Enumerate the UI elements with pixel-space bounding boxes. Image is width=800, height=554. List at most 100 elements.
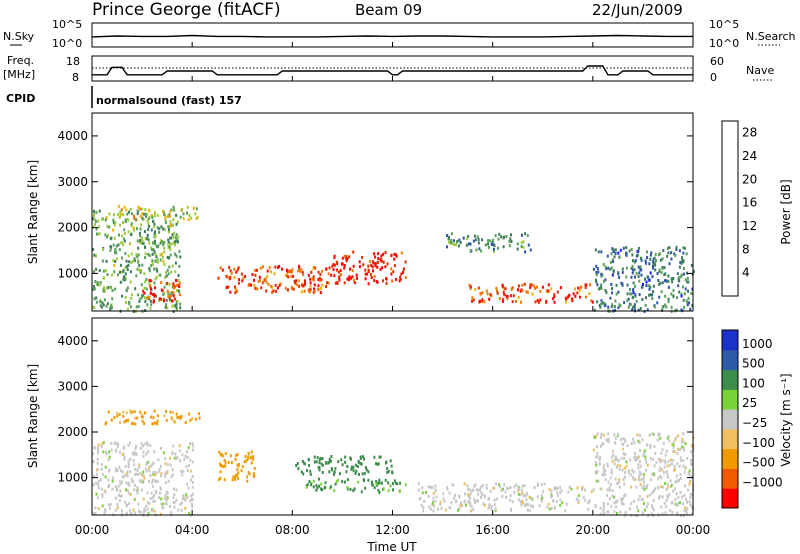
- freq-right-tick-top: 60: [710, 55, 724, 68]
- echo-cell-340: [133, 463, 136, 467]
- echo-cell-357: [154, 235, 156, 239]
- echo-cell-1119: [680, 308, 683, 312]
- echo-cell-981: [644, 458, 647, 461]
- echo-cell-722: [353, 279, 356, 282]
- echo-cell-1003: [646, 250, 648, 254]
- echo-cell-1020: [615, 292, 618, 296]
- echo-cell-353: [171, 452, 174, 456]
- echo-cell-1040: [642, 480, 645, 484]
- echo-cell-837: [518, 487, 521, 491]
- echo-cell-908: [481, 300, 484, 304]
- echo-cell-383: [158, 299, 161, 302]
- echo-cell-428: [172, 205, 175, 209]
- echo-cell-201: [105, 452, 108, 456]
- echo-cell-957: [501, 300, 504, 303]
- echo-cell-125: [175, 213, 178, 217]
- echo-cell-533: [327, 281, 330, 285]
- echo-cell-1086: [610, 252, 613, 256]
- echo-cell-1228: [653, 472, 655, 476]
- echo-cell-1117: [664, 294, 667, 298]
- echo-cell-277: [125, 265, 128, 269]
- echo-cell-338: [144, 442, 147, 446]
- echo-cell-1128: [646, 275, 649, 279]
- echo-cell-265: [111, 479, 114, 483]
- echo-cell-692: [345, 257, 348, 261]
- echo-cell-409: [144, 246, 147, 249]
- echo-cell-639: [277, 265, 279, 269]
- echo-cell-89: [97, 479, 100, 483]
- echo-cell-857: [522, 494, 525, 498]
- echo-cell-941: [650, 491, 653, 495]
- echo-cell-951: [599, 506, 602, 510]
- echo-cell-690: [576, 486, 579, 490]
- echo-cell-991: [683, 494, 686, 497]
- echo-cell-580: [312, 485, 315, 489]
- echo-cell-1270: [676, 272, 679, 276]
- echo-cell-137: [155, 244, 158, 248]
- echo-cell-1126: [631, 253, 634, 257]
- echo-cell-1192: [690, 450, 693, 454]
- echo-cell-418: [140, 413, 143, 417]
- echo-cell-387: [171, 264, 174, 268]
- echo-cell-154: [154, 277, 157, 281]
- echo-cell-365: [110, 304, 112, 308]
- echo-cell-1153: [595, 264, 598, 268]
- echo-cell-898: [578, 295, 581, 299]
- echo-cell-383: [189, 418, 192, 422]
- echo-cell-1184: [637, 308, 640, 312]
- echo-cell-356: [120, 241, 123, 245]
- echo-cell-431: [247, 455, 250, 459]
- echo-cell-796: [559, 490, 562, 494]
- echo-cell-32: [169, 220, 172, 224]
- echo-cell-203: [128, 509, 131, 513]
- echo-cell-387: [133, 410, 136, 414]
- echo-cell-81: [148, 254, 151, 257]
- echo-cell-167: [150, 491, 153, 495]
- echo-cell-445: [227, 461, 230, 465]
- echo-cell-14: [127, 459, 130, 463]
- echo-cell-698: [495, 482, 498, 486]
- echo-cell-103: [164, 276, 167, 279]
- echo-cell-565: [333, 473, 335, 476]
- power-ytick-label-1: 2000: [57, 221, 88, 235]
- echo-cell-333: [153, 250, 156, 254]
- echo-cell-389: [130, 212, 133, 216]
- echo-cell-223: [159, 491, 161, 495]
- echo-cell-122: [167, 230, 170, 234]
- date-label: 22/Jun/2009: [592, 1, 683, 19]
- echo-cell-315: [96, 283, 99, 286]
- echo-cell-104: [168, 298, 171, 302]
- echo-cell-73: [140, 479, 143, 483]
- echo-cell-557: [291, 268, 294, 272]
- echo-cell-911: [630, 502, 633, 505]
- echo-cell-1154: [678, 465, 681, 468]
- echo-cell-653: [435, 495, 438, 499]
- echo-cell-1132: [651, 260, 654, 264]
- echo-cell-145: [151, 478, 154, 482]
- echo-cell-775: [338, 278, 341, 282]
- echo-cell-632: [330, 485, 332, 489]
- echo-cell-647: [429, 485, 432, 489]
- echo-cell-280: [116, 502, 119, 506]
- echo-cell-768: [379, 258, 382, 262]
- echo-cell-737: [384, 265, 387, 269]
- echo-cell-1166: [658, 496, 660, 500]
- echo-cell-1048: [689, 307, 692, 311]
- echo-cell-116: [114, 287, 116, 291]
- echo-cell-149: [138, 479, 141, 483]
- echo-cell-129: [141, 295, 143, 299]
- echo-cell-440: [236, 453, 239, 456]
- echo-cell-216: [180, 469, 182, 473]
- echo-cell-856: [452, 239, 455, 243]
- echo-cell-280: [166, 255, 169, 259]
- echo-cell-225: [108, 225, 111, 229]
- echo-cell-1202: [664, 482, 667, 485]
- echo-cell-1094: [653, 256, 656, 260]
- echo-cell-839: [499, 485, 502, 489]
- echo-cell-659: [234, 287, 237, 291]
- echo-cell-22: [167, 246, 170, 249]
- echo-cell-925: [603, 512, 606, 516]
- echo-cell-178: [158, 231, 161, 234]
- echo-cell-613: [320, 482, 323, 486]
